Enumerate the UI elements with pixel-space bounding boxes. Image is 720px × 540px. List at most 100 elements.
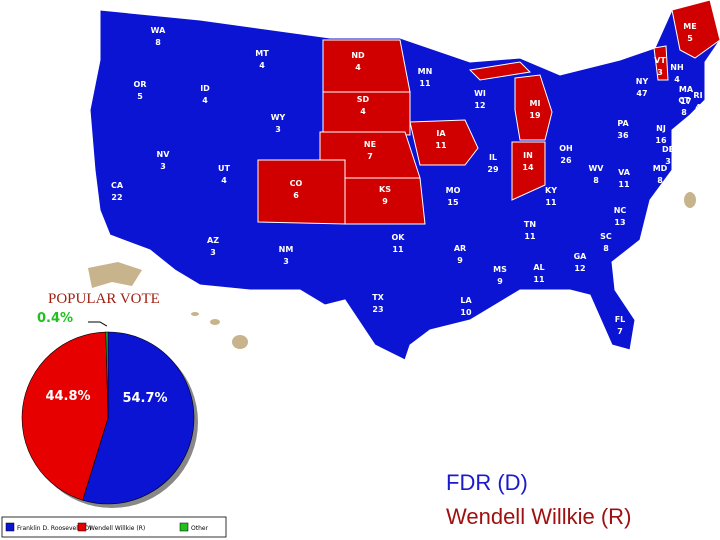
state-votes: 9 (497, 277, 503, 286)
state-votes: 4 (259, 61, 265, 70)
state-votes: 11 (435, 141, 447, 150)
state-abbr: KS (379, 185, 391, 194)
state-votes: 36 (617, 131, 629, 140)
state-votes: 3 (275, 125, 281, 134)
state-votes: 13 (614, 218, 625, 227)
pie-slice (82, 331, 195, 505)
state-shape (409, 119, 479, 166)
islands (88, 192, 696, 349)
state-shape (653, 45, 669, 81)
state-votes: 3 (210, 248, 216, 257)
state-votes: 11 (419, 79, 431, 88)
state-votes: 26 (560, 156, 572, 165)
pie-value-label: 54.7% (122, 391, 167, 406)
state-abbr: OR (134, 80, 147, 89)
state-votes: 5 (687, 34, 693, 43)
state-abbr: WV (588, 164, 604, 173)
pie-value-label: 44.8% (45, 389, 90, 404)
state-abbr: NC (614, 206, 627, 215)
state-abbr: OH (559, 144, 573, 153)
state-votes: 11 (392, 245, 404, 254)
state-shape (322, 91, 411, 136)
state-votes: 3 (283, 257, 289, 266)
state-abbr: WY (271, 113, 286, 122)
state-votes: 7 (617, 327, 623, 336)
state-abbr: AR (454, 244, 466, 253)
state-votes: 29 (487, 165, 499, 174)
state-votes: 3 (160, 162, 166, 171)
state-votes: 17 (680, 97, 691, 106)
state-abbr: CT (678, 96, 690, 105)
state-abbr: NY (636, 77, 649, 86)
state-votes: 4 (202, 96, 208, 105)
state-abbr: VT (654, 56, 666, 65)
state-abbr: NM (279, 245, 294, 254)
state-votes: 7 (367, 152, 373, 161)
state-votes: 12 (474, 101, 485, 110)
state-abbr: ID (200, 84, 210, 93)
legend-swatch (5, 522, 15, 532)
state-votes: 8 (155, 38, 161, 47)
state-votes: 5 (137, 92, 143, 101)
caption: FDR (D) (446, 470, 528, 495)
state-abbr: IL (489, 153, 497, 162)
state-votes: 23 (372, 305, 383, 314)
state-votes: 11 (533, 275, 545, 284)
state-votes: 3 (665, 157, 671, 166)
alaska (88, 262, 142, 288)
state-votes: 12 (574, 264, 585, 273)
state-votes: 3 (657, 68, 663, 77)
state-votes: 15 (447, 198, 459, 207)
state-abbr: MI (530, 99, 541, 108)
state-votes: 11 (524, 232, 536, 241)
state-abbr: SD (357, 95, 370, 104)
state-abbr: LA (460, 296, 472, 305)
state-abbr: MD (653, 164, 668, 173)
legend-swatch (179, 522, 189, 532)
state-votes: 6 (293, 191, 299, 200)
state-votes: 22 (111, 193, 122, 202)
state-votes: 16 (655, 136, 667, 145)
state-votes: 9 (382, 197, 388, 206)
pie-title: POPULAR VOTE (48, 291, 160, 307)
state-votes: 47 (636, 89, 647, 98)
state-abbr: FL (615, 315, 626, 324)
republican-states (257, 0, 720, 225)
legend-label: Other (191, 525, 209, 532)
state-abbr: TN (524, 220, 536, 229)
island (232, 335, 248, 349)
pie-slice (21, 331, 109, 501)
state-votes: 4 (221, 176, 227, 185)
state-abbr: OK (392, 233, 406, 242)
state-abbr: MN (418, 67, 433, 76)
state-abbr: CO (290, 179, 303, 188)
state-votes: 11 (545, 198, 557, 207)
legend-frame (1, 516, 227, 538)
island (191, 312, 199, 316)
state-abbr: NE (364, 140, 376, 149)
state-votes: 10 (460, 308, 472, 317)
legend: Franklin D. Roosevelt (D)Wendell Willkie… (5, 522, 209, 532)
state-abbr: NJ (656, 124, 666, 133)
state-abbr: IA (436, 129, 446, 138)
state-abbr: NH (670, 63, 683, 72)
state-votes: 9 (457, 256, 463, 265)
state-shape (671, 0, 720, 59)
state-abbr: ME (683, 22, 696, 31)
state-abbr: NV (157, 150, 171, 159)
state-abbr: MO (446, 186, 461, 195)
state-votes: 8 (603, 244, 609, 253)
state-abbr: PA (617, 119, 629, 128)
state-votes: 19 (529, 111, 541, 120)
state-abbr: VA (618, 168, 631, 177)
state-votes: 14 (522, 163, 534, 172)
state-abbr: MS (493, 265, 507, 274)
state-votes: 4 (695, 103, 701, 112)
state-abbr: RI (693, 91, 702, 100)
state-abbr: SC (600, 232, 612, 241)
state-votes: 4 (360, 107, 366, 116)
state-votes: 8 (657, 176, 663, 185)
state-shape (514, 74, 553, 141)
